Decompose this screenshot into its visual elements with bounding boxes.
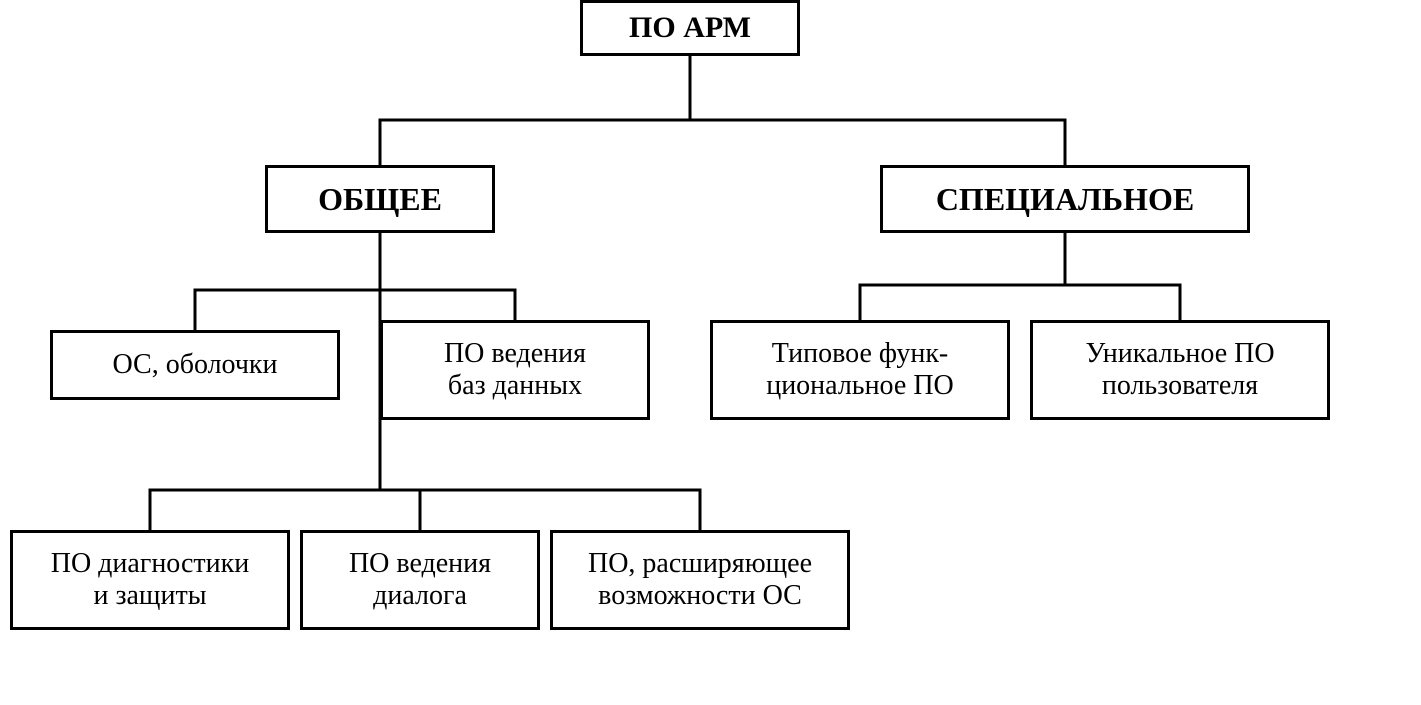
node-g1: ОС, оболочки <box>50 330 340 400</box>
node-label: ПО, расширяющее возможности ОС <box>588 548 812 612</box>
node-label: Уникальное ПО пользователя <box>1085 338 1274 402</box>
node-g4: ПО ведения диалога <box>300 530 540 630</box>
node-g5: ПО, расширяющее возможности ОС <box>550 530 850 630</box>
node-label: ОБЩЕЕ <box>318 181 442 218</box>
node-label: Типовое функ- циональное ПО <box>766 338 954 402</box>
node-label: ПО ведения баз данных <box>444 338 586 402</box>
node-label: ПО АРМ <box>629 11 751 46</box>
node-g3: ПО диагностики и защиты <box>10 530 290 630</box>
node-g2: ПО ведения баз данных <box>380 320 650 420</box>
node-general: ОБЩЕЕ <box>265 165 495 233</box>
node-label: СПЕЦИАЛЬНОЕ <box>936 181 1194 218</box>
node-special: СПЕЦИАЛЬНОЕ <box>880 165 1250 233</box>
node-label: ПО ведения диалога <box>349 548 491 612</box>
node-root: ПО АРМ <box>580 0 800 56</box>
node-label: ПО диагностики и защиты <box>51 548 250 612</box>
node-label: ОС, оболочки <box>112 349 277 381</box>
node-s2: Уникальное ПО пользователя <box>1030 320 1330 420</box>
diagram-root: ПО АРМ ОБЩЕЕ СПЕЦИАЛЬНОЕ ОС, оболочки ПО вед… <box>0 0 1421 705</box>
node-s1: Типовое функ- циональное ПО <box>710 320 1010 420</box>
